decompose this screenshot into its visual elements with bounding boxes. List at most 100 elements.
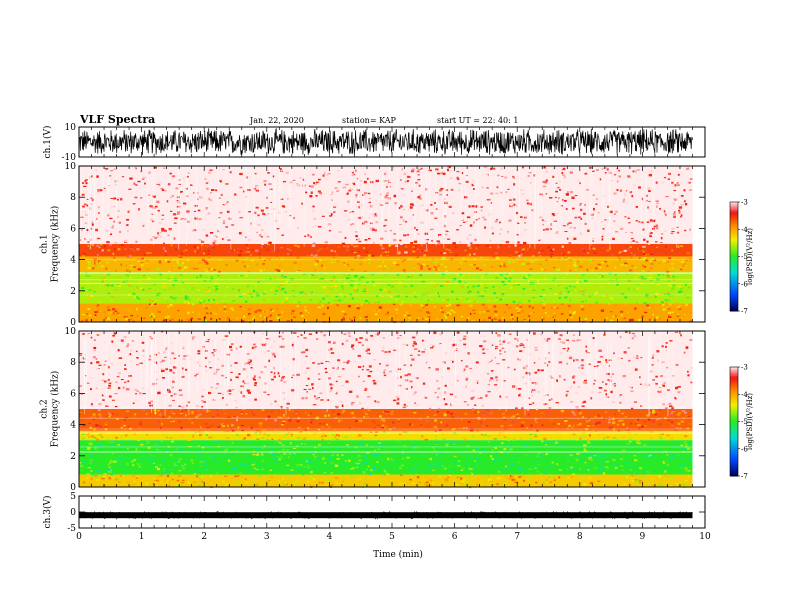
ch1-spectrogram-speckle [469,304,473,307]
ch1-spectrogram-speckle [624,304,628,306]
ch2-spectrogram-speckle [521,381,524,383]
ch1-spectrogram-speckle [258,309,262,312]
ch2-spectrogram-speckle [373,382,377,385]
ch1-spectrogram-speckle [170,295,172,298]
ch1-spectrogram-speckle [454,284,457,287]
ch1-spectrogram-speckle [366,177,369,180]
ch1-spectrogram-speckle [606,249,610,252]
ch1-spectrogram-speckle [427,228,430,231]
ch1-spectrogram-speckle [623,198,626,201]
ch1-spectrogram-speckle [150,313,154,315]
ch2-spectrogram-speckle [170,341,173,345]
ch1-spectrogram-speckle [666,306,669,309]
ch1-spectrogram-speckle [661,198,664,201]
ch1-spectrogram-speckle [678,209,681,212]
ch1-spectrogram-speckle [500,167,504,170]
ch2-spectrogram-speckle [483,362,486,364]
ch1-spectrogram-speckle [455,233,458,236]
ch1-spectrogram-speckle [417,186,420,188]
ch1-spectrogram-speckle [304,309,308,312]
ch1-spectrogram-speckle [603,182,606,184]
ch1-spectrogram-speckle [276,285,280,287]
ch1-spectrogram-ytick-label: 6 [70,224,76,234]
ch1-spectrogram-speckle [623,166,626,169]
ch1-spectrogram-speckle [198,261,202,264]
ch1-spectrogram-speckle [243,315,246,318]
ch2-spectrogram-speckle [619,401,622,404]
ch1-spectrogram-speckle [446,251,449,254]
ch1-spectrogram-speckle [441,312,444,315]
ch1-spectrogram-speckle [286,320,290,322]
ch1-spectrogram-speckle [364,220,368,223]
ch1-spectrogram-speckle [402,205,405,207]
ch1-spectrogram-speckle [235,188,239,190]
ch1-spectrogram-speckle [270,308,273,311]
ch1-spectrogram-speckle [151,229,155,231]
ch1-spectrogram-speckle [213,240,217,243]
ch1-spectrogram-speckle [579,203,582,206]
ch1-spectrogram-speckle [342,274,347,277]
ch2-spectrogram-speckle [151,403,154,406]
ch2-spectrogram-speckle [690,381,693,384]
ch1-spectrogram-speckle [264,232,267,236]
ch1-spectrogram-speckle [228,217,232,220]
ch2-spectrogram-speckle [582,402,584,404]
ch1-spectrogram-speckle [347,305,351,308]
ch1-spectrogram-speckle [444,266,447,268]
ch1-spectrogram-speckle [677,313,679,317]
ch1-spectrogram-speckle [425,242,428,245]
ch1-spectrogram-speckle [251,248,254,251]
ch1-spectrogram-speckle [121,188,125,190]
ch1-spectrogram-speckle [346,193,348,195]
ch1-spectrogram-speckle [408,229,411,231]
ch1-spectrogram-speckle [567,268,571,271]
ch2-spectrogram-speckle [269,349,272,352]
ch1-spectrogram-speckle [362,290,367,293]
ch1-spectrogram-speckle [549,228,552,230]
ch1-spectrogram-speckle [418,184,421,187]
ch1-spectrogram-speckle [320,284,324,288]
ch1-spectrogram-speckle [626,208,631,211]
ch1-spectrogram-speckle [613,220,616,223]
ch1-spectrogram-speckle [219,212,223,214]
ch2-spectrogram-speckle [197,361,199,364]
ch1-spectrogram-speckle [231,288,234,290]
ch1-spectrogram-speckle [87,263,91,266]
ch1-spectrogram-speckle [416,256,419,258]
ch2-spectrogram-speckle [209,397,213,400]
ch2-spectrogram-speckle [159,335,163,338]
ch1-spectrogram-speckle [411,190,413,192]
ch2-spectrogram-speckle [490,377,494,380]
ch1-spectrogram-speckle [490,202,493,204]
ch1-spectrogram-speckle [563,280,566,282]
ch1-spectrogram-speckle [205,168,209,170]
ch1-spectrogram-speckle [282,320,285,322]
ch2-spectrogram-speckle [254,398,257,401]
ch1-spectrogram-speckle [680,291,683,293]
ch2-spectrogram-speckle [469,367,472,370]
ch2-spectrogram-speckle [367,348,371,351]
ch1-spectrogram-speckle [447,238,451,240]
ch2-spectrogram-speckle [176,357,179,359]
ch1-spectrogram-speckle [400,242,403,245]
ch1-spectrogram-speckle [632,230,635,232]
ch1-spectrogram-speckle [114,180,118,183]
ch1-spectrogram-speckle [443,229,448,232]
ch1-spectrogram-speckle [110,191,113,194]
ch1-spectrogram-speckle [583,249,586,252]
ch2-spectrogram-speckle [572,352,576,354]
ch1-spectrogram-speckle [614,188,619,190]
ch1-spectrogram-speckle [529,312,532,315]
ch1-spectrogram-speckle [236,252,239,254]
ch1-spectrogram-speckle [557,284,560,287]
ch2-spectrogram-speckle [410,397,413,400]
ch1-spectrogram-speckle [644,253,648,256]
ch1-spectrogram-speckle [433,234,437,237]
ch1-spectrogram-speckle [528,248,531,251]
ch1-spectrogram-speckle [352,175,356,178]
ch1-spectrogram-streak [186,172,187,246]
ch1-spectrogram-speckle [564,296,568,299]
ch1-spectrogram-speckle [199,300,202,303]
ch1-spectrogram-speckle [359,179,363,182]
ch1-spectrogram-streak [290,166,292,226]
